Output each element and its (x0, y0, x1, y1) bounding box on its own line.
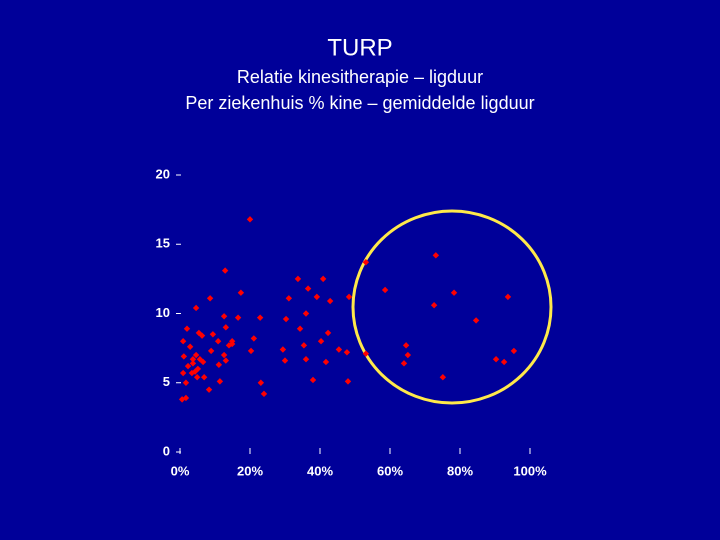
point (309, 376, 317, 384)
point (234, 314, 242, 321)
point (256, 314, 264, 321)
point (439, 374, 447, 381)
y-tick-label: 10 (156, 305, 170, 320)
point (432, 252, 440, 259)
point (216, 378, 224, 385)
point (198, 332, 206, 339)
point (404, 351, 412, 359)
point (183, 325, 191, 332)
point (191, 368, 199, 375)
point (221, 267, 229, 274)
point (189, 356, 197, 363)
point (186, 343, 194, 350)
point (180, 353, 188, 360)
point (510, 347, 518, 355)
point (300, 342, 308, 349)
point (200, 374, 208, 381)
point (302, 356, 310, 363)
point (322, 358, 330, 366)
point (472, 317, 480, 324)
point (504, 293, 512, 301)
point (302, 310, 310, 317)
point (400, 360, 408, 367)
point (222, 324, 230, 331)
point (304, 285, 312, 292)
point (222, 357, 230, 364)
point (381, 286, 389, 294)
point (178, 396, 186, 403)
point (179, 338, 187, 345)
point (209, 331, 217, 338)
chart-subtitle: Per ziekenhuis % kine – gemiddelde ligdu… (185, 93, 534, 113)
point (193, 374, 201, 381)
x-tick-label: 0% (171, 463, 190, 478)
y-tick-label: 5 (163, 374, 170, 389)
point (285, 295, 293, 302)
point (184, 362, 192, 370)
point (279, 346, 287, 353)
point (282, 315, 290, 323)
point (192, 351, 200, 359)
point (344, 378, 352, 385)
point (215, 361, 223, 368)
point (326, 297, 334, 305)
point (206, 295, 214, 302)
point (220, 313, 228, 320)
point (362, 350, 370, 357)
point (257, 379, 265, 386)
point (237, 289, 245, 296)
point (335, 346, 343, 353)
point (199, 358, 207, 366)
point (313, 293, 321, 301)
point (500, 358, 508, 366)
highlight-circle (351, 209, 553, 405)
point (207, 347, 215, 355)
point (430, 301, 438, 309)
point (192, 304, 200, 312)
point (182, 379, 190, 386)
point (247, 347, 255, 355)
point (189, 360, 197, 367)
point (214, 338, 222, 345)
point (294, 275, 302, 283)
point (343, 349, 351, 356)
point (225, 342, 233, 349)
x-tick-label: 80% (447, 463, 473, 478)
y-tick-label: 20 (156, 166, 170, 181)
x-tick-label: 100% (513, 463, 547, 478)
chart-title: TURP (327, 34, 392, 61)
point (260, 390, 268, 398)
point (402, 342, 410, 349)
x-tick-label: 20% (237, 463, 263, 478)
point (319, 275, 327, 283)
y-tick-label: 15 (156, 236, 170, 251)
point (296, 325, 304, 332)
x-tick-label: 60% (377, 463, 403, 478)
point (324, 329, 332, 337)
y-tick-label: 0 (163, 443, 170, 458)
point (362, 259, 370, 266)
point (317, 338, 325, 345)
point (205, 386, 213, 393)
point (228, 340, 236, 348)
point (345, 293, 353, 301)
point (281, 357, 289, 364)
point (220, 351, 228, 359)
point (246, 216, 254, 223)
point (179, 369, 187, 377)
x-tick-label: 40% (307, 463, 333, 478)
point (250, 335, 258, 342)
point (492, 356, 500, 363)
chart-subtitle: Relatie kinesitherapie – ligduur (237, 67, 483, 87)
point (450, 289, 458, 296)
